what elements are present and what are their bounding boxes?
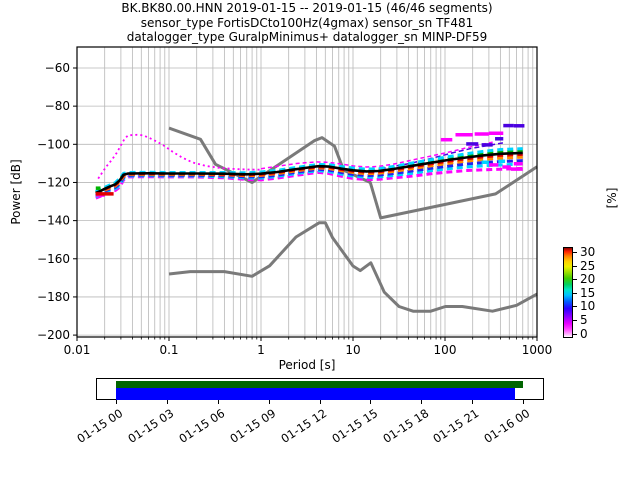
y-tick-label: −160	[37, 252, 70, 266]
colorbar-tick	[573, 333, 577, 335]
timeline-tick	[217, 400, 219, 404]
y-tick-label: −100	[37, 137, 70, 151]
axes-frame	[76, 46, 538, 338]
y-tick-label: −60	[45, 61, 70, 75]
colorbar-tick-label: 10	[580, 299, 596, 314]
y-tick-label: −80	[45, 99, 70, 113]
colorbar-tick	[573, 279, 577, 281]
x-tick-label: 1	[257, 343, 265, 357]
x-tick-label: 0.01	[64, 343, 91, 357]
title-line-station: BK.BK80.00.HNN 2019-01-15 -- 2019-01-15 …	[121, 1, 493, 15]
psd-mean-line	[95, 151, 523, 195]
colorbar-tick	[573, 319, 577, 321]
x-tick-label: 10	[345, 343, 360, 357]
figure-title: BK.BK80.00.HNN 2019-01-15 -- 2019-01-15 …	[77, 1, 537, 45]
timeline-tick	[421, 400, 423, 404]
noise-model-low-NLNM	[168, 221, 538, 313]
timeline-tick	[268, 400, 270, 404]
colorbar-tick	[573, 251, 577, 253]
x-tick-label: 1000	[522, 343, 553, 357]
colorbar-tick-label: 25	[580, 258, 596, 273]
x-tick-label: 100	[434, 343, 457, 357]
colorbar	[563, 247, 573, 338]
timeline-tick	[166, 400, 168, 404]
histogram-strip-6	[95, 147, 523, 193]
y-tick-label: −120	[37, 175, 70, 189]
noise-model-high-NHNM	[168, 126, 538, 220]
colorbar-tick-label: 15	[580, 285, 596, 300]
colorbar-tick-label: 20	[580, 272, 596, 287]
y-axis-label: Power [dB]	[9, 159, 23, 225]
colorbar-tick	[573, 265, 577, 267]
low-probability-branch	[97, 133, 262, 180]
colorbar-tick-label: 0	[580, 326, 588, 341]
x-axis-label: Period [s]	[278, 358, 336, 372]
y-tick-label: −200	[37, 328, 70, 342]
y-tick-label: −140	[37, 214, 70, 228]
upper-envelope-magenta	[260, 140, 496, 170]
colorbar-tick	[573, 306, 577, 308]
timeline-bar-segments-used	[116, 380, 523, 388]
timeline-bar-data-available	[116, 387, 516, 400]
percent-axis-label: [%]	[605, 187, 619, 209]
colorbar-tick	[573, 292, 577, 294]
colorbar-tick-label: 5	[580, 312, 588, 327]
title-line-sensor: sensor_type FortisDCto100Hz(4gmax) senso…	[140, 15, 474, 30]
timeline-tick	[370, 400, 372, 404]
timeline-tick	[472, 400, 474, 404]
y-tick-label: −180	[37, 290, 70, 304]
histogram-strip-0	[95, 166, 523, 200]
x-tick-label: 0.1	[159, 343, 178, 357]
timeline-tick	[116, 400, 117, 404]
colorbar-tick-label: 30	[580, 244, 596, 259]
timeline-tick	[523, 400, 524, 404]
title-line-datalogger: datalogger_type GuralpMinimus+ datalogge…	[126, 30, 488, 44]
timeline-tick	[319, 400, 321, 404]
